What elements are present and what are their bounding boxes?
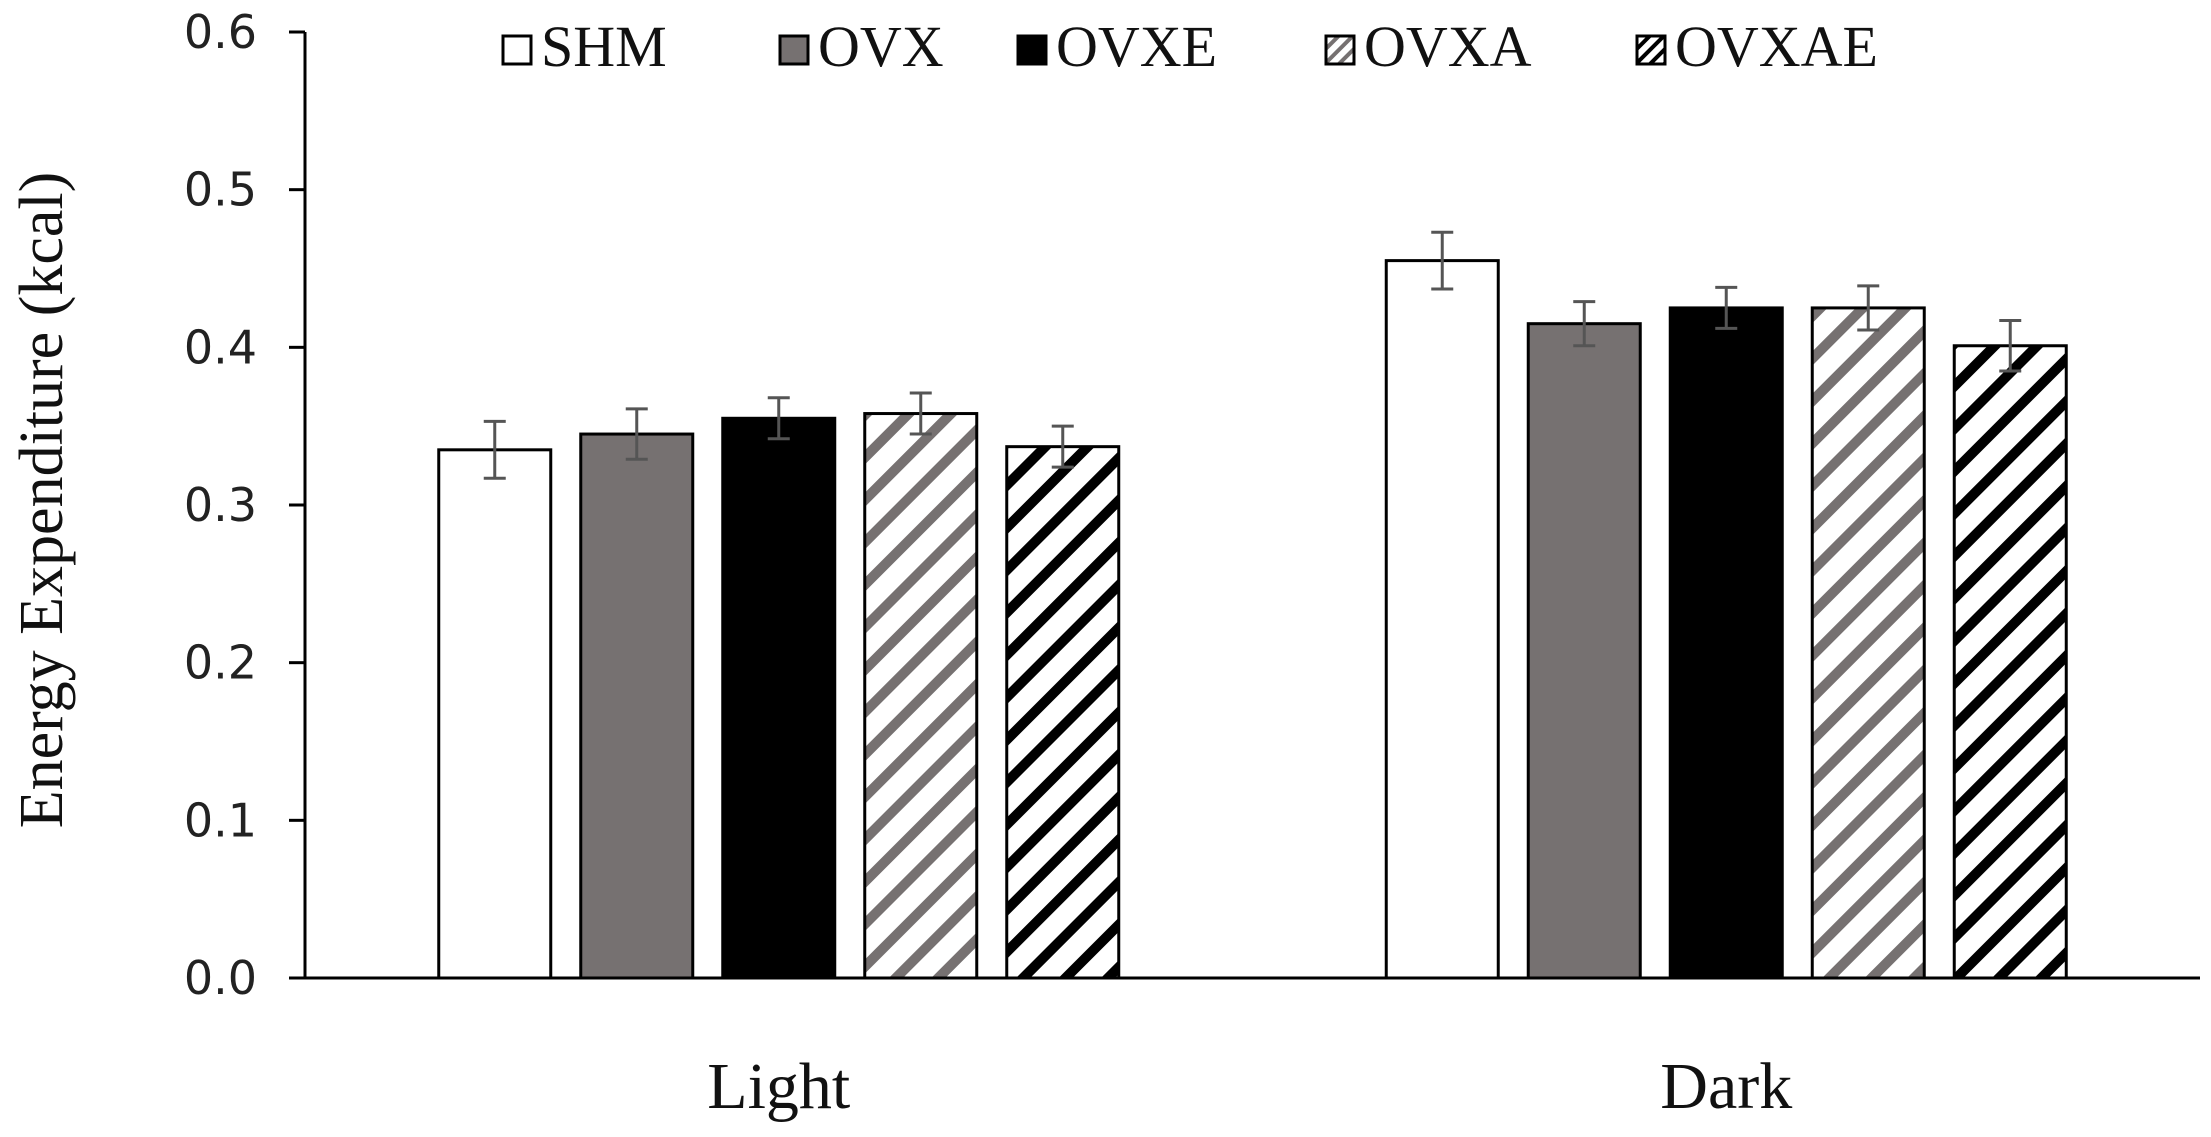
legend-item-ovxa: OVXA — [1324, 14, 1532, 79]
bar-ovx-light — [579, 432, 695, 980]
bar-ovxae-light — [1005, 445, 1121, 980]
legend-swatch — [1016, 34, 1048, 66]
legend-swatch — [1324, 34, 1356, 66]
y-axis-title-group: Energy Expenditure (kcal) — [8, 172, 76, 828]
y-tick-label: 0.0 — [184, 951, 257, 1005]
bar-ovxae-dark — [1952, 344, 2068, 980]
error-bar-ovx-dark — [1573, 300, 1596, 348]
bar-ovxe-dark — [1668, 306, 1784, 980]
x-axis-category-labels: Light Dark — [707, 1050, 1792, 1123]
legend-label: OVXA — [1364, 14, 1532, 79]
legend-label: OVX — [818, 14, 944, 79]
y-tick-label: 0.4 — [184, 320, 257, 374]
x-category-label: Light — [707, 1050, 850, 1123]
error-bar-ovx-light — [625, 407, 648, 461]
legend-label: OVXAE — [1675, 14, 1878, 79]
error-bar-ovxe-dark — [1715, 285, 1738, 330]
error-bar-shm-dark — [1431, 230, 1454, 291]
y-tick-label: 0.2 — [184, 636, 257, 690]
y-axis-title: Energy Expenditure (kcal) — [8, 172, 76, 828]
legend-item-ovx: OVX — [778, 14, 944, 79]
legend: SHM OVX OVXE OVXA OVXAE — [501, 14, 1878, 79]
bar-ovxa-light — [863, 412, 979, 980]
error-bar-ovxa-light — [909, 391, 932, 436]
error-bar-ovxa-dark — [1857, 284, 1880, 332]
legend-label: OVXE — [1056, 14, 1217, 79]
legend-label: SHM — [541, 14, 667, 79]
y-tick-label: 0.5 — [184, 163, 257, 217]
y-tick-label: 0.3 — [184, 478, 257, 532]
y-tick-label: 0.1 — [184, 793, 257, 847]
error-bar-ovxae-dark — [1999, 319, 2022, 373]
legend-swatch — [501, 34, 533, 66]
legend-item-shm: SHM — [501, 14, 667, 79]
y-tick-label: 0.6 — [184, 5, 257, 59]
y-axis-ticks: 0.0 0.1 0.2 0.3 0.4 0.5 0.6 — [184, 5, 305, 1005]
bars — [437, 259, 2068, 980]
legend-item-ovxae: OVXAE — [1635, 14, 1878, 79]
axes — [303, 32, 2200, 980]
error-bar-shm-light — [483, 419, 506, 480]
legend-swatch — [1635, 34, 1667, 66]
bar-shm-light — [437, 448, 553, 980]
bar-ovxa-dark — [1810, 306, 1926, 980]
legend-item-ovxe: OVXE — [1016, 14, 1217, 79]
legend-swatch — [778, 34, 810, 66]
error-bar-ovxe-light — [767, 396, 790, 441]
error-bars — [483, 230, 2022, 480]
bar-shm-dark — [1384, 259, 1500, 980]
error-bar-ovxae-light — [1051, 424, 1074, 469]
x-category-label: Dark — [1660, 1050, 1792, 1123]
bar-ovxe-light — [721, 416, 837, 980]
bar-ovx-dark — [1526, 322, 1642, 980]
